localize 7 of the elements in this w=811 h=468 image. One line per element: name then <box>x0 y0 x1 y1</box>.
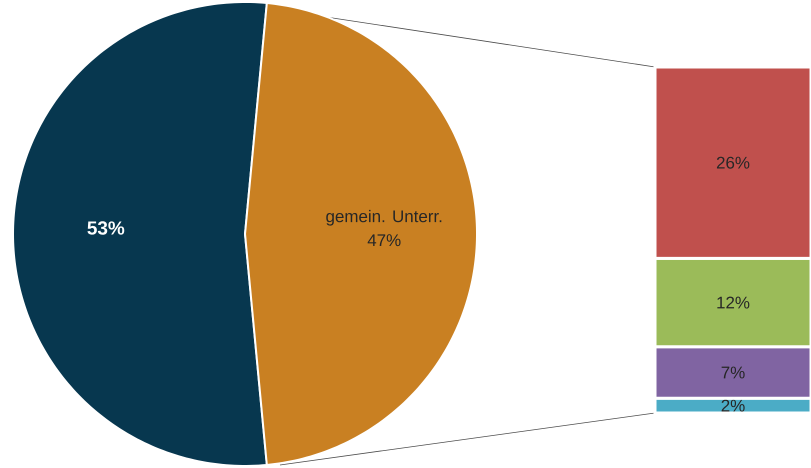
data-label: 7% <box>722 366 745 378</box>
slice-label: gemein. Unterr. <box>326 210 442 226</box>
data-label: 53% <box>87 221 124 235</box>
data-label: 47% <box>368 234 401 246</box>
data-label: 26% <box>716 156 750 169</box>
data-label: 2% <box>722 400 745 412</box>
data-label: 12% <box>717 296 750 309</box>
